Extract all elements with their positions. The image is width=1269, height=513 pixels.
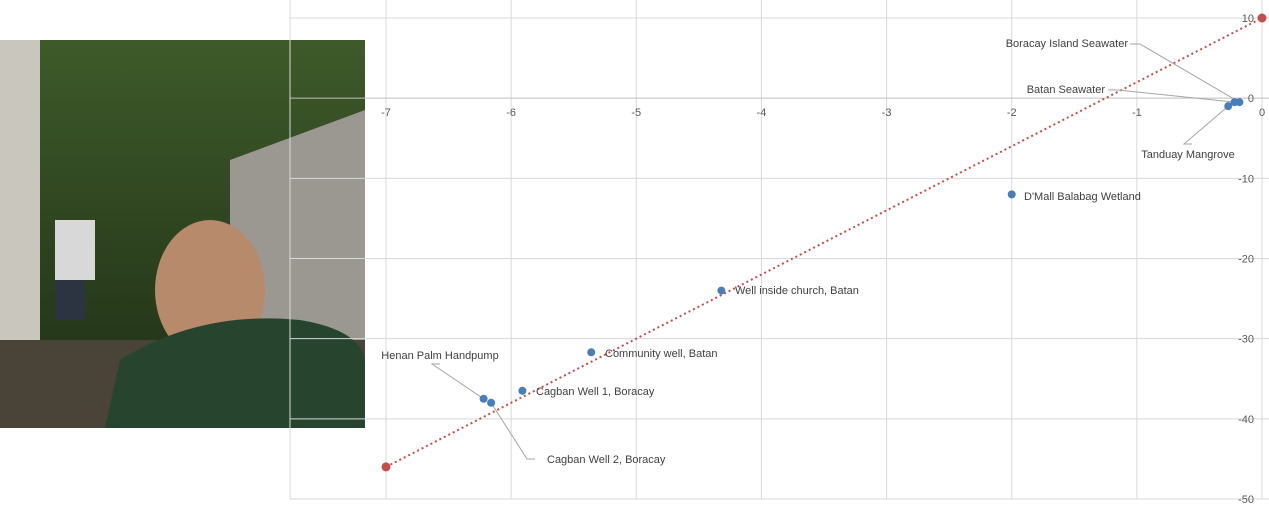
y-tick-label: -50 — [1238, 494, 1254, 506]
y-tick-label: -20 — [1238, 254, 1254, 266]
x-tick-label: -1 — [1132, 107, 1142, 119]
data-point[interactable] — [518, 386, 527, 395]
data-point[interactable] — [717, 286, 726, 295]
y-tick-label: 10 — [1242, 13, 1254, 25]
data-point-group: Tanduay Mangrove — [1141, 102, 1235, 161]
x-tick-label: -4 — [757, 107, 767, 119]
leader-line — [1182, 105, 1229, 145]
x-tick-label: -7 — [381, 107, 391, 119]
data-point-group: Cagban Well 2, Boracay — [487, 398, 666, 466]
data-point[interactable] — [1224, 102, 1233, 111]
data-point-group: Community well, Batan — [587, 348, 718, 360]
trend-endpoint — [1257, 13, 1267, 23]
trend-line — [385, 17, 1263, 468]
data-label: Well inside church, Batan — [735, 285, 859, 297]
data-point-group: Henan Palm Handpump — [381, 350, 499, 403]
data-label: Tanduay Mangrove — [1141, 149, 1235, 161]
leader-line — [490, 402, 535, 460]
data-label: Community well, Batan — [605, 348, 718, 360]
data-point[interactable] — [1230, 98, 1239, 107]
data-label: Batan Seawater — [1027, 84, 1106, 96]
data-point-group: Batan Seawater — [1027, 84, 1239, 107]
data-point-group: Well inside church, Batan — [717, 285, 859, 297]
house-wall — [0, 40, 40, 340]
x-tick-label: -2 — [1007, 107, 1017, 119]
data-point-group: Cagban Well 1, Boracay — [518, 386, 655, 398]
leader-line — [1130, 43, 1240, 103]
leader-line — [430, 363, 484, 400]
selfie-photo — [0, 40, 365, 428]
data-label: Cagban Well 1, Boracay — [536, 386, 655, 398]
x-tick-label: -6 — [506, 107, 516, 119]
data-point[interactable] — [479, 394, 488, 403]
x-tick-label: -3 — [882, 107, 892, 119]
data-point-group: D'Mall Balabag Wetland — [1007, 190, 1141, 203]
data-label: Henan Palm Handpump — [381, 350, 498, 362]
y-tick-label: -30 — [1238, 334, 1254, 346]
x-tick-label: 0 — [1259, 107, 1265, 119]
y-tick-label: 0 — [1248, 93, 1254, 105]
data-point-group: Boracay Island Seawater — [1006, 38, 1244, 107]
data-label: D'Mall Balabag Wetland — [1024, 191, 1141, 203]
data-point[interactable] — [487, 398, 496, 407]
trend-endpoint — [381, 462, 391, 472]
y-tick-label: -40 — [1238, 414, 1254, 426]
data-label: Boracay Island Seawater — [1006, 38, 1129, 50]
y-tick-label: -10 — [1238, 173, 1254, 185]
data-point[interactable] — [1007, 190, 1016, 199]
leader-line — [1108, 89, 1235, 103]
data-label: Cagban Well 2, Boracay — [547, 454, 666, 466]
x-tick-label: -5 — [631, 107, 641, 119]
data-point[interactable] — [587, 348, 596, 357]
green-shirt — [105, 318, 365, 428]
